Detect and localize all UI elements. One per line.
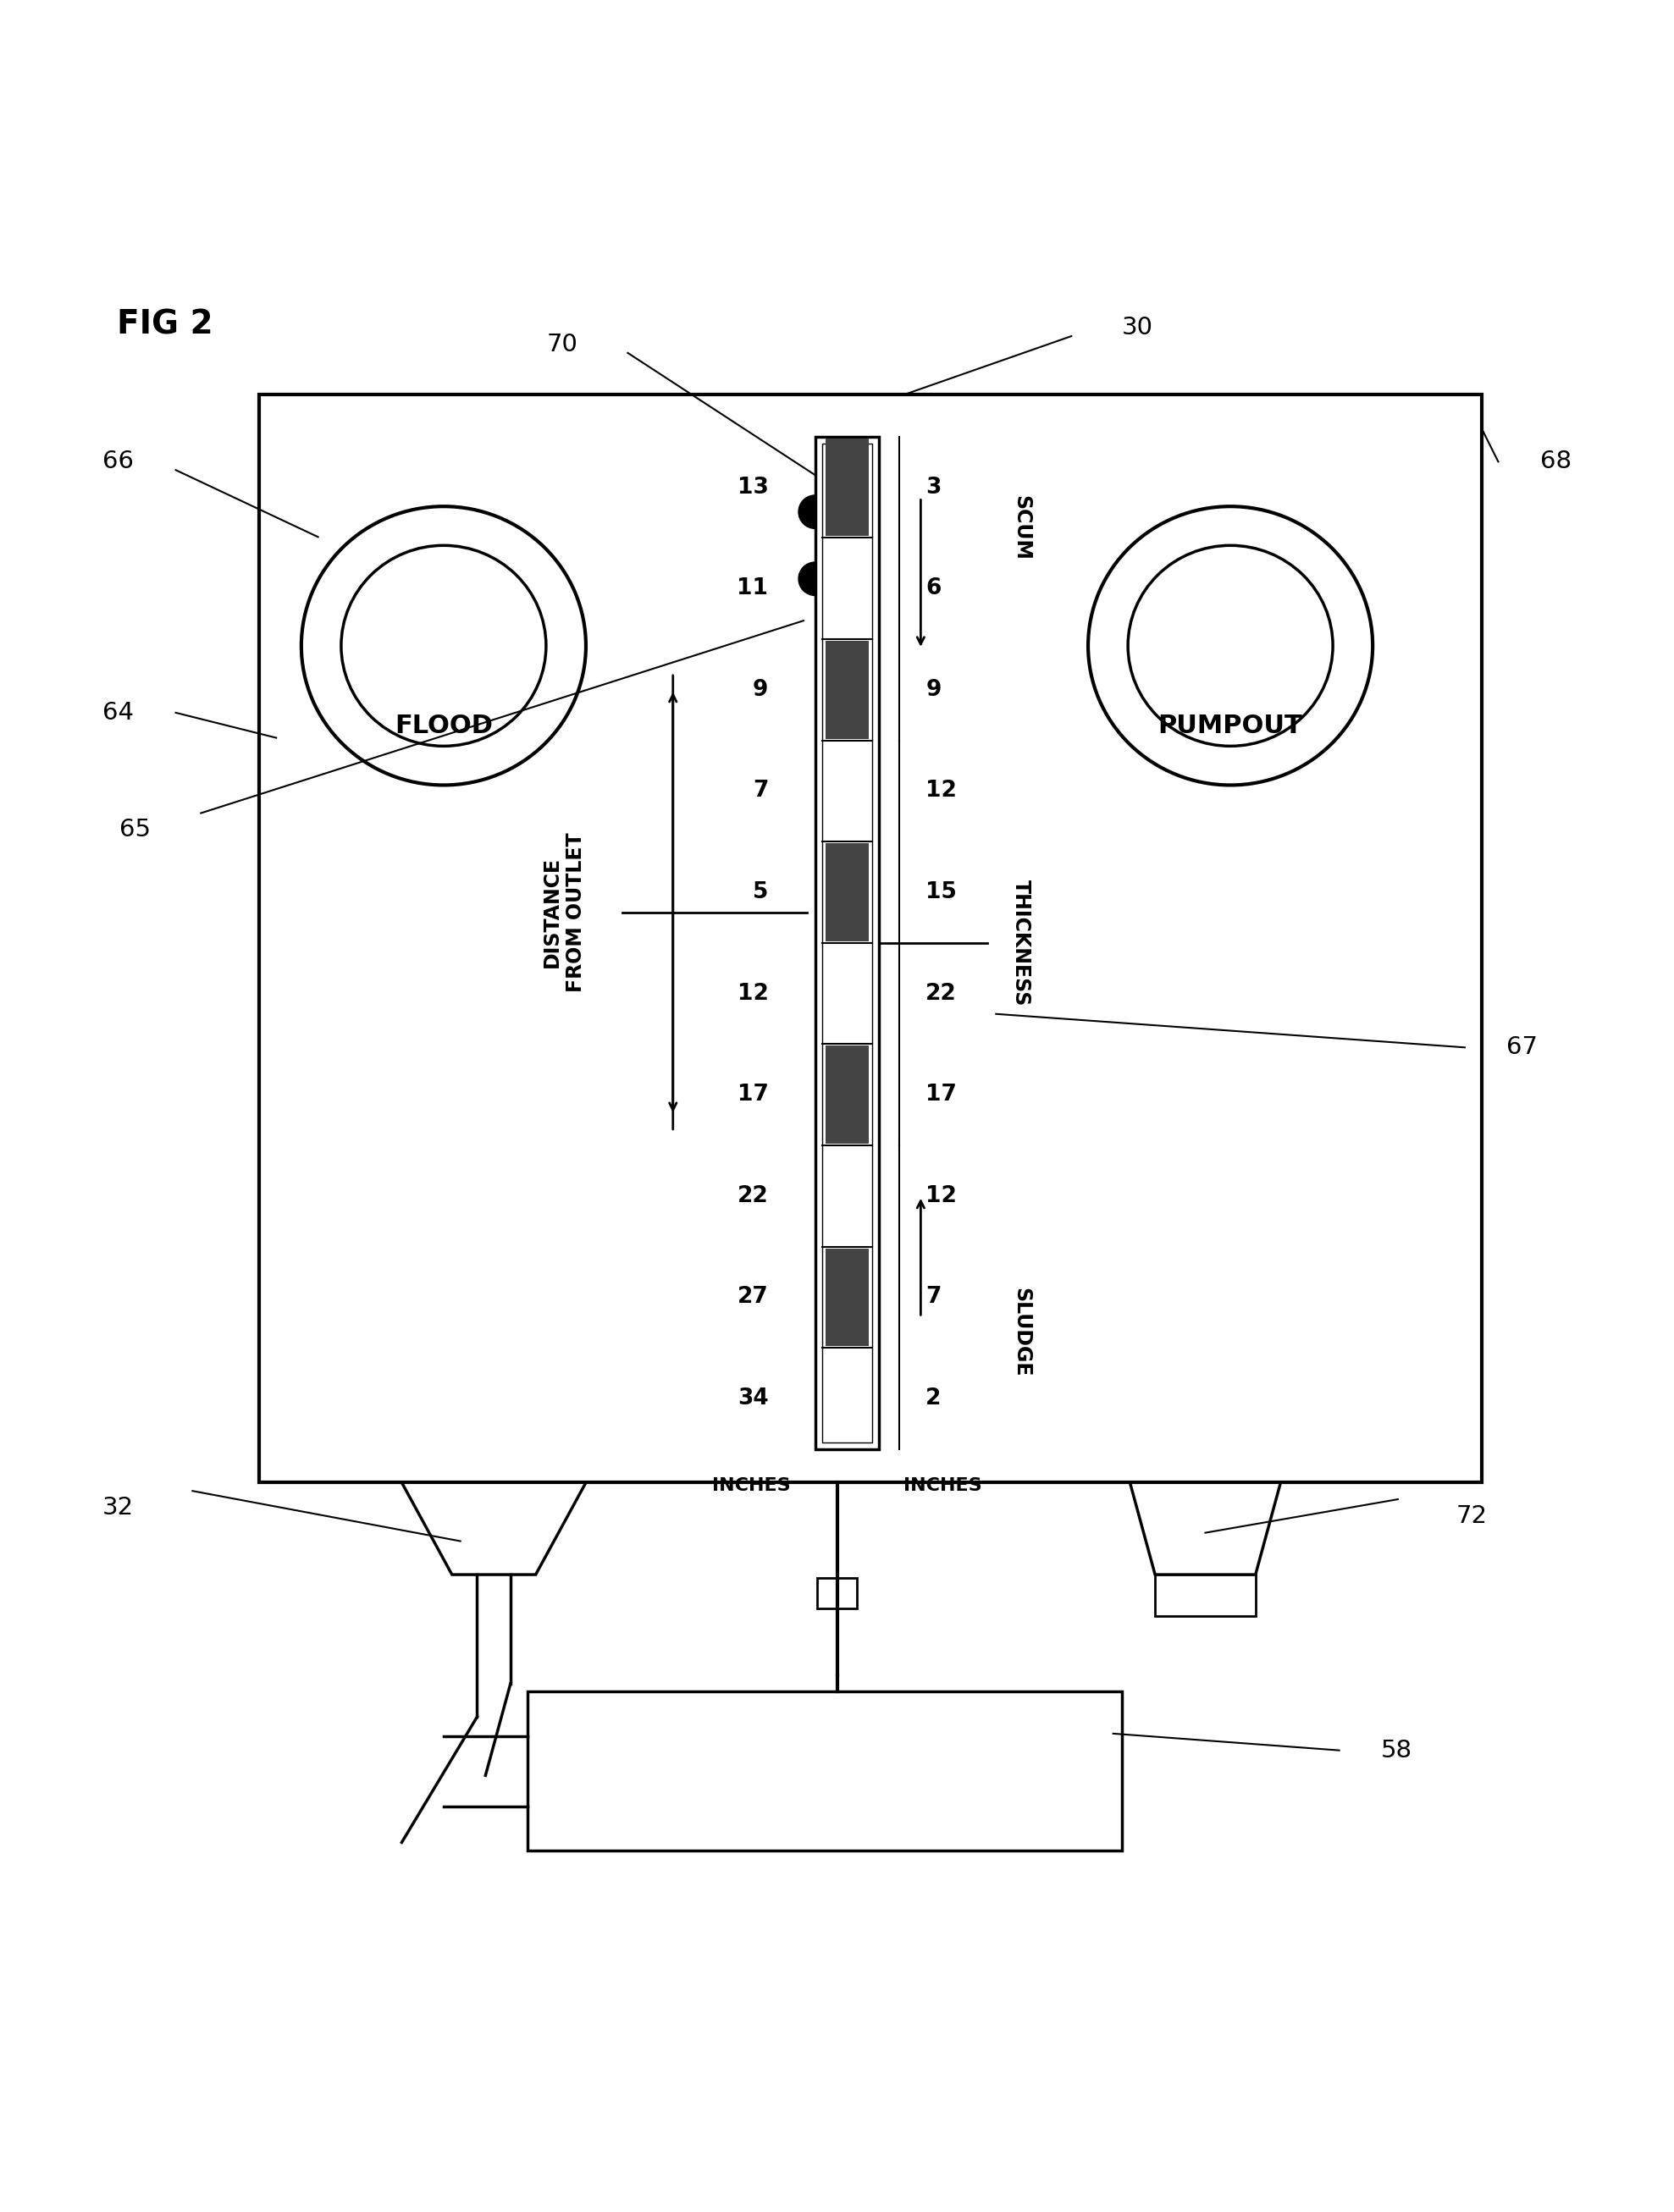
Ellipse shape <box>301 507 586 785</box>
Bar <box>825 1248 869 1347</box>
Circle shape <box>842 529 876 562</box>
Bar <box>825 641 869 739</box>
Bar <box>815 436 879 1449</box>
Text: 9: 9 <box>926 679 941 701</box>
Text: 72: 72 <box>1456 1504 1488 1528</box>
Circle shape <box>798 562 832 595</box>
Text: PUMPOUT: PUMPOUT <box>1158 714 1302 739</box>
Text: INCHES: INCHES <box>713 1478 790 1495</box>
Text: 12: 12 <box>926 781 958 803</box>
Bar <box>825 438 869 535</box>
Text: 22: 22 <box>926 982 958 1004</box>
Bar <box>825 843 869 940</box>
Text: INCHES: INCHES <box>904 1478 981 1495</box>
Text: 30: 30 <box>1122 316 1153 341</box>
Polygon shape <box>1130 1482 1281 1575</box>
Text: 11: 11 <box>737 577 768 599</box>
Text: 9: 9 <box>753 679 768 701</box>
Text: 3: 3 <box>926 476 941 498</box>
Text: 27: 27 <box>737 1285 768 1307</box>
Circle shape <box>820 529 854 562</box>
Text: 15: 15 <box>926 880 958 902</box>
Text: FLOOD: FLOOD <box>395 714 492 739</box>
Text: DISTANCE
FROM OUTLET: DISTANCE FROM OUTLET <box>542 832 586 993</box>
Text: 7: 7 <box>926 1285 941 1307</box>
Text: SLUDGE: SLUDGE <box>1011 1287 1031 1378</box>
Text: 64: 64 <box>102 701 134 726</box>
Text: 34: 34 <box>737 1387 768 1409</box>
Text: 7: 7 <box>753 781 768 803</box>
Circle shape <box>842 562 876 595</box>
Text: 65: 65 <box>119 818 151 843</box>
Text: 13: 13 <box>737 476 768 498</box>
Text: 2: 2 <box>926 1387 941 1409</box>
Text: 58: 58 <box>1381 1739 1413 1763</box>
Text: FIG 2: FIG 2 <box>117 307 213 341</box>
Ellipse shape <box>341 546 546 745</box>
Text: THICKNESS: THICKNESS <box>1011 880 1031 1006</box>
Ellipse shape <box>1128 546 1333 745</box>
Text: 66: 66 <box>102 449 134 473</box>
Bar <box>817 1577 857 1608</box>
Text: 17: 17 <box>926 1084 958 1106</box>
Text: 17: 17 <box>737 1084 768 1106</box>
Text: 5: 5 <box>753 880 768 902</box>
Text: 12: 12 <box>737 982 768 1004</box>
Bar <box>825 1046 869 1144</box>
Circle shape <box>820 595 854 628</box>
Bar <box>259 394 1481 1482</box>
Ellipse shape <box>1088 507 1373 785</box>
Text: 12: 12 <box>926 1186 958 1208</box>
Bar <box>527 1692 1122 1851</box>
Polygon shape <box>402 1482 586 1575</box>
Text: SCUM: SCUM <box>1011 495 1031 560</box>
Text: 68: 68 <box>1540 449 1572 473</box>
Text: 32: 32 <box>102 1495 134 1520</box>
Bar <box>822 442 872 1442</box>
Text: 70: 70 <box>546 332 578 356</box>
Text: 22: 22 <box>737 1186 768 1208</box>
Text: 6: 6 <box>926 577 941 599</box>
Circle shape <box>798 495 832 529</box>
Bar <box>1155 1575 1256 1617</box>
Text: 67: 67 <box>1507 1035 1538 1060</box>
